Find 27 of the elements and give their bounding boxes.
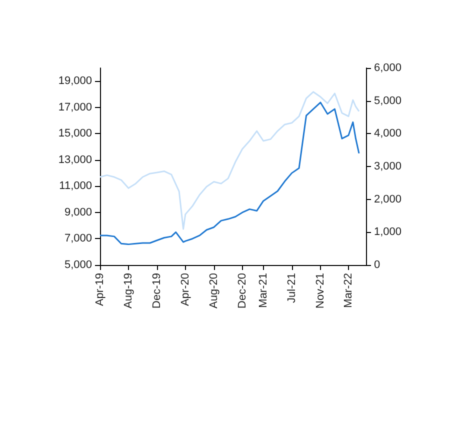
y2-tick-label: 2,000 bbox=[374, 193, 402, 206]
x-tick-label: Dec-20 bbox=[236, 273, 248, 308]
y2-tick-label: 3,000 bbox=[374, 160, 402, 172]
y-tick-label: 9,000 bbox=[64, 206, 92, 218]
x-tick-label: Nov-21 bbox=[314, 273, 326, 308]
y-tick-label: 17,000 bbox=[58, 101, 92, 114]
x-tick-label: Mar-21 bbox=[257, 273, 270, 308]
y-tick-label: 15,000 bbox=[58, 128, 92, 140]
y-tick-label: 19,000 bbox=[58, 75, 92, 88]
y-tick-label: 7,000 bbox=[64, 232, 92, 245]
x-tick-label: Apr-20 bbox=[179, 273, 192, 306]
x-tick-label: Apr-19 bbox=[94, 273, 106, 306]
x-tick-label: Aug-19 bbox=[122, 273, 134, 308]
y2-tick-label: 6,000 bbox=[374, 62, 402, 74]
x-tick-label: Aug-20 bbox=[208, 273, 220, 308]
y2-tick-label: 5,000 bbox=[374, 94, 402, 107]
y2-tick-label: 1,000 bbox=[374, 226, 402, 238]
line-series bbox=[99, 91, 360, 230]
x-tick-label: Jul-21 bbox=[286, 273, 298, 303]
x-tick-label: Mar-22 bbox=[342, 273, 354, 308]
x-tick-label: Dec-19 bbox=[150, 273, 163, 308]
y2-tick-label: 0 bbox=[374, 259, 380, 271]
y-tick-label: 13,000 bbox=[58, 154, 92, 166]
y-tick-label: 11,000 bbox=[59, 180, 92, 192]
y2-tick-label: 4,000 bbox=[374, 128, 402, 140]
line-series bbox=[99, 102, 360, 246]
y-tick-label: 5,000 bbox=[64, 259, 92, 271]
